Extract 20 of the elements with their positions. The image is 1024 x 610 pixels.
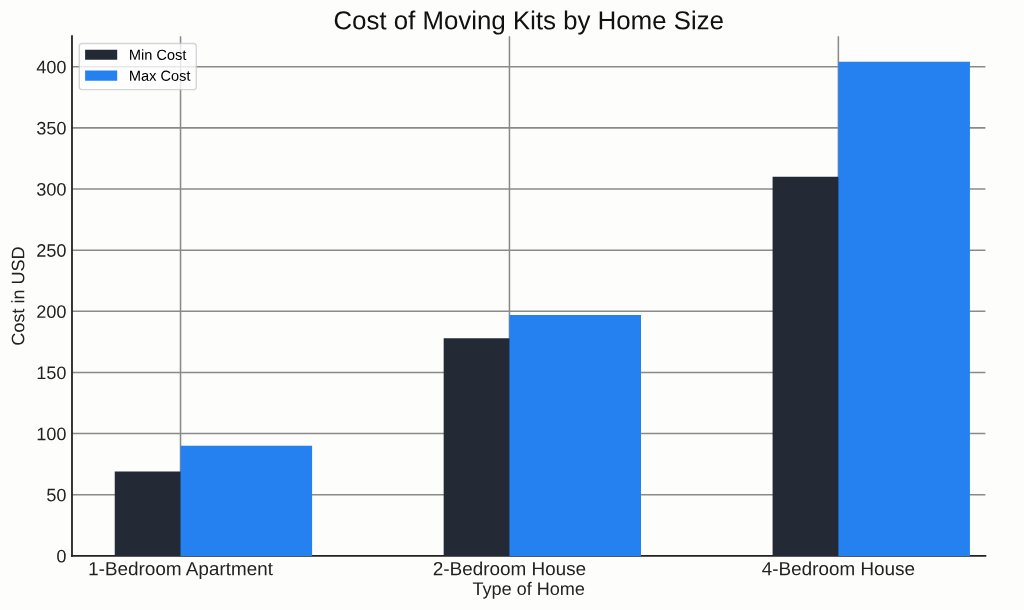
legend-label: Max Cost [130, 70, 191, 81]
y-tick-label: 350 [37, 121, 66, 135]
legend-label: Min Cost [130, 49, 187, 61]
x-tick-label: 2-Bedroom House [433, 561, 586, 576]
y-tick-label: 200 [37, 305, 66, 319]
y-tick-label: 50 [47, 488, 66, 502]
chart-title: Cost of Moving Kits by Home Size [334, 10, 723, 35]
bar [838, 61, 970, 556]
y-tick-label: 400 [36, 60, 66, 74]
y-axis-title: Cost in USD [11, 247, 25, 345]
x-tick-label: 4-Bedroom House [762, 561, 915, 576]
y-tick-label: 100 [37, 427, 66, 441]
x-axis-title: Type of Home [472, 581, 585, 599]
y-tick-label: 250 [37, 244, 66, 257]
bar [509, 314, 642, 556]
y-tick-label: 150 [37, 366, 66, 380]
y-tick-label: 300 [37, 182, 66, 196]
y-tick-label: 0 [57, 549, 66, 563]
x-tick-label: 1-Bedroom Apartment [89, 561, 273, 580]
bar [180, 445, 313, 556]
